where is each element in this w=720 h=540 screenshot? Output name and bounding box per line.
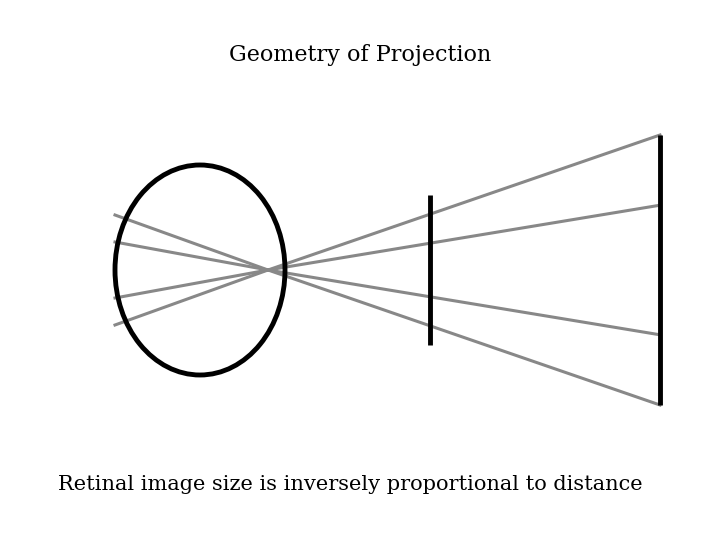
Text: Retinal image size is inversely proportional to distance: Retinal image size is inversely proporti… <box>58 476 642 495</box>
Text: Geometry of Projection: Geometry of Projection <box>229 44 491 66</box>
